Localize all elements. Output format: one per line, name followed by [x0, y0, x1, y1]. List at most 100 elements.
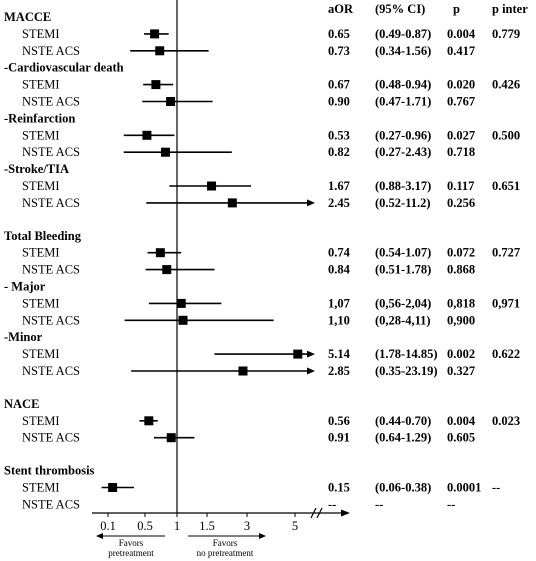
column-header-p: p: [453, 2, 460, 16]
row-labels: MACCE STEMI NSTE ACS -Cardiovascular death S…: [4, 10, 124, 511]
row-label-10: STEMI: [22, 179, 60, 193]
p-value-7: 0.027: [447, 128, 475, 142]
p-value-11: 0.256: [447, 196, 475, 210]
group-label-3: -Cardiovascular death: [4, 61, 124, 75]
point-estimate-11: [227, 198, 237, 208]
ci-arrow-11: [307, 199, 315, 207]
aor-value-4: 0.67: [328, 78, 350, 92]
point-estimate-25: [166, 433, 176, 443]
group-label-27: Stent thrombosis: [4, 464, 95, 478]
p-inter-value-28: --: [492, 481, 500, 495]
row-label-1: STEMI: [22, 27, 60, 41]
aor-value-1: 0.65: [328, 27, 350, 41]
aor-value-18: 1,10: [328, 313, 350, 327]
ci-value-21: (0.35-23.19): [375, 364, 438, 378]
row-label-5: NSTE ACS: [22, 95, 80, 109]
p-value-4: 0.020: [447, 78, 475, 92]
x-tick-label-0: 0.1: [100, 519, 116, 533]
aor-value-15: 0.84: [328, 263, 351, 277]
p-inter-value-7: 0.500: [492, 128, 520, 142]
point-estimate-18: [178, 315, 188, 325]
p-value-28: 0.0001: [447, 481, 481, 495]
p-value-10: 0.117: [447, 179, 474, 193]
point-estimate-20: [293, 349, 303, 359]
aor-value-21: 2.85: [328, 364, 350, 378]
p-inter-value-4: 0.426: [492, 78, 520, 92]
ci-value-15: (0.51-1.78): [375, 263, 431, 277]
axis-break-mark-0: [310, 507, 317, 519]
axis-break-mark-1: [316, 507, 323, 519]
p-value-15: 0.868: [447, 263, 475, 277]
x-tick-label-4: 3: [244, 519, 250, 533]
aor-value-11: 2.45: [328, 196, 350, 210]
favors-left-line2: pretreatment: [108, 548, 154, 558]
ci-value-8: (0.27-2.43): [375, 145, 431, 159]
point-estimate-5: [166, 97, 176, 106]
ci-value-20: (1.78-14.85): [375, 347, 438, 361]
aor-value-8: 0.82: [328, 145, 350, 159]
ci-value-25: (0.64-1.29): [375, 431, 431, 445]
plot-area: [101, 0, 315, 513]
group-label-19: -Minor: [4, 330, 43, 344]
point-estimate-8: [160, 147, 170, 157]
row-label-2: NSTE ACS: [22, 44, 80, 58]
group-label-6: -Reinfarction: [4, 111, 75, 125]
point-estimate-24: [144, 416, 154, 426]
group-label-13: Total Bleeding: [4, 229, 82, 243]
favors-right-line2: no pretreatment: [197, 548, 254, 558]
x-tick-label-3: 1.5: [199, 519, 215, 533]
p-value-29: --: [447, 497, 455, 511]
aor-value-29: --: [328, 497, 336, 511]
p-value-20: 0.002: [447, 347, 475, 361]
p-inter-value-10: 0.651: [492, 179, 520, 193]
group-label-0: MACCE: [4, 10, 51, 24]
row-label-8: NSTE ACS: [22, 145, 80, 159]
favors-right-line1: Favors: [213, 538, 238, 548]
group-label-16: - Major: [4, 280, 46, 294]
p-value-5: 0.767: [447, 95, 475, 109]
ci-value-4: (0.48-0.94): [375, 78, 431, 92]
group-label-9: -Stroke/TIA: [4, 162, 69, 176]
ci-value-10: (0.88-3.17): [375, 179, 431, 193]
row-label-7: STEMI: [22, 128, 60, 142]
group-label-23: NACE: [4, 397, 39, 411]
ci-value-29: --: [375, 497, 383, 511]
aor-value-10: 1.67: [328, 179, 350, 193]
point-estimate-17: [176, 298, 186, 308]
p-inter-value-24: 0.023: [492, 414, 520, 428]
aor-value-28: 0.15: [328, 481, 350, 495]
p-value-14: 0.072: [447, 246, 475, 260]
point-estimate-15: [162, 265, 172, 275]
row-label-21: NSTE ACS: [22, 364, 80, 378]
ci-value-14: (0.54-1.07): [375, 246, 431, 260]
column-header-ci: (95% CI): [375, 2, 425, 16]
p-inter-value-14: 0.727: [492, 246, 520, 260]
aor-value-5: 0.90: [328, 95, 350, 109]
point-estimate-21: [238, 366, 248, 376]
p-value-18: 0,900: [447, 313, 475, 327]
point-estimate-10: [207, 181, 217, 191]
ci-arrow-21: [307, 367, 315, 375]
point-estimate-4: [151, 80, 161, 90]
favors-left-line1: Favors: [119, 538, 144, 548]
p-value-8: 0.718: [447, 145, 475, 159]
favors-right-arrowhead: [259, 533, 266, 539]
row-label-4: STEMI: [22, 78, 60, 92]
x-tick-label-2: 1: [174, 519, 180, 533]
stat-columns: aOR (95% CI) p p inter 0.65 (0.49-0.87) 0.004 0…: [328, 2, 528, 511]
point-estimate-1: [150, 29, 160, 39]
row-label-11: NSTE ACS: [22, 196, 80, 210]
point-estimate-28: [108, 483, 118, 492]
column-header-p-inter: p inter: [492, 2, 528, 16]
x-tick-label-1: 0.5: [137, 519, 153, 533]
column-header-aor: aOR: [328, 2, 354, 16]
aor-value-20: 5.14: [328, 347, 351, 361]
p-value-17: 0,818: [447, 296, 475, 310]
aor-value-17: 1,07: [328, 296, 350, 310]
p-inter-value-17: 0,971: [492, 296, 520, 310]
p-inter-value-1: 0.779: [492, 27, 520, 41]
favors-left-arrowhead: [96, 533, 103, 539]
p-value-21: 0.327: [447, 364, 475, 378]
